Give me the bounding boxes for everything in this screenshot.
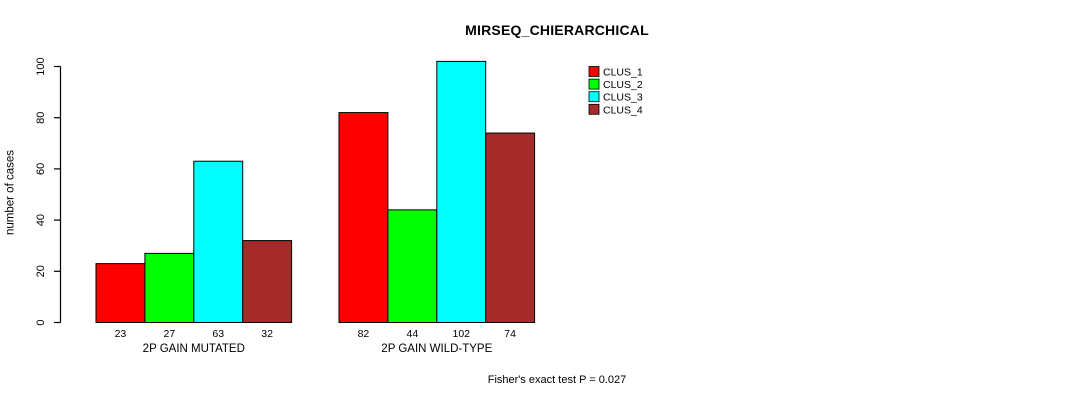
legend-label-clus_3: CLUS_3	[603, 92, 643, 104]
legend-label-clus_1: CLUS_1	[603, 67, 643, 79]
y-tick-label-60: 60	[35, 163, 47, 175]
bar-value-label: 27	[164, 328, 176, 340]
y-tick-label-20: 20	[35, 265, 47, 277]
bar-clus_2-group1	[144, 252, 195, 324]
bar-value-label: 102	[452, 328, 470, 340]
bar-value-label: 74	[504, 328, 516, 340]
x-category-label-2: 2P GAIN WILD-TYPE	[381, 343, 492, 355]
x-category-label-1: 2P GAIN MUTATED	[143, 343, 245, 355]
y-axis-title: number of cases	[4, 150, 17, 236]
bar-value-label: 44	[407, 328, 419, 340]
chart-title: MIRSEQ_CHIERARCHICAL	[465, 22, 649, 38]
y-tick-label-80: 80	[35, 112, 47, 124]
bar-value-label: 23	[115, 328, 127, 340]
bar-clus_3-group2	[436, 60, 487, 323]
legend-swatch-clus_2	[588, 78, 600, 90]
bar-value-label: 82	[358, 328, 370, 340]
bar-clus_3-group1	[193, 160, 244, 323]
y-tick-label-100: 100	[35, 57, 47, 75]
bar-clus_4-group1	[242, 240, 293, 323]
bar-value-label: 32	[261, 328, 273, 340]
bar-clus_2-group2	[387, 209, 438, 323]
bar-clus_1-group1	[95, 263, 146, 323]
legend-swatch-clus_1	[588, 66, 600, 77]
legend-swatch-clus_4	[588, 103, 600, 115]
fishers-test-annotation: Fisher's exact test P = 0.027	[487, 374, 627, 386]
legend-swatch-clus_3	[588, 91, 600, 103]
y-tick-label-0: 0	[35, 319, 47, 325]
legend-label-clus_2: CLUS_2	[603, 79, 643, 91]
bar-value-label: 63	[212, 328, 224, 340]
legend-label-clus_4: CLUS_4	[603, 104, 643, 116]
y-tick-label-40: 40	[35, 214, 47, 226]
bar-clus_1-group2	[338, 112, 389, 323]
bar-clus_4-group2	[485, 132, 536, 323]
